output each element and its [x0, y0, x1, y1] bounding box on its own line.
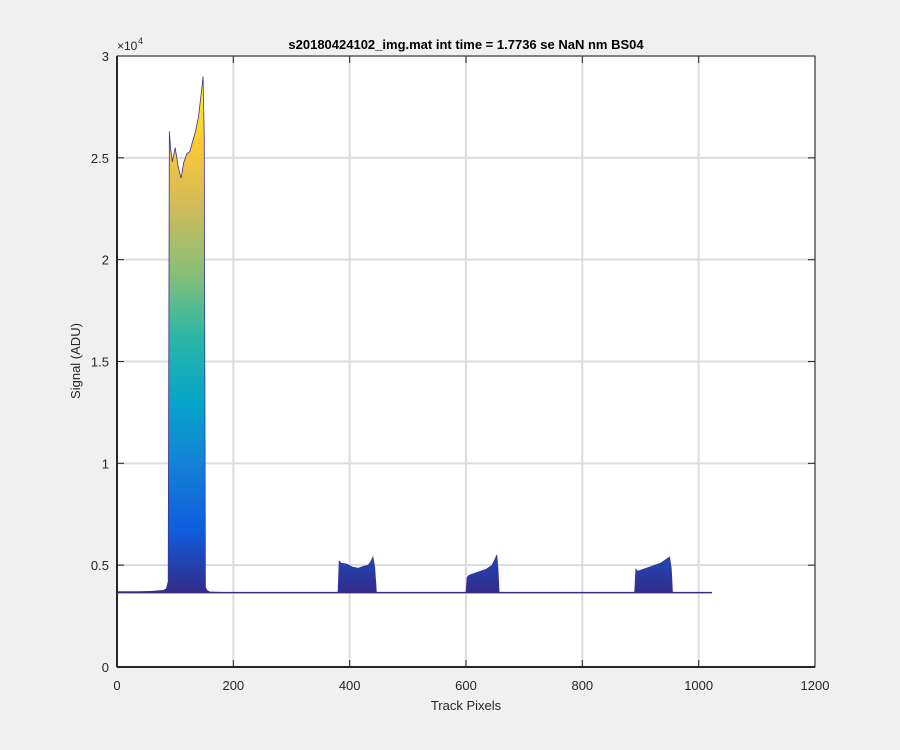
- y-tick-label-0: 0: [102, 660, 109, 675]
- y-exponent-base: ×10: [117, 39, 138, 53]
- y-tick-label-5: 2.5: [91, 151, 109, 166]
- y-ticks: 0 0.5 1 1.5 2 2.5 3: [91, 49, 815, 675]
- y-axis-label: Signal (ADU): [68, 323, 83, 399]
- y-tick-label-2: 1: [102, 456, 109, 471]
- x-tick-label-2: 400: [339, 678, 361, 693]
- x-tick-label-4: 800: [571, 678, 593, 693]
- y-tick-label-3: 1.5: [91, 355, 109, 370]
- y-tick-label-6: 3: [102, 49, 109, 64]
- data-layer: [117, 76, 713, 594]
- y-tick-label-4: 2: [102, 253, 109, 268]
- signal-line-0: [117, 76, 713, 594]
- y-tick-label-1: 0.5: [91, 558, 109, 573]
- x-tick-label-6: 1200: [801, 678, 830, 693]
- x-tick-label-3: 600: [455, 678, 477, 693]
- x-axis-label: Track Pixels: [431, 698, 502, 713]
- signal-area-0: [117, 76, 713, 593]
- chart-title: s20180424102_img.mat int time = 1.7736 s…: [288, 37, 644, 52]
- y-exponent-power: 4: [138, 36, 143, 46]
- x-tick-label-0: 0: [113, 678, 120, 693]
- x-tick-label-1: 200: [222, 678, 244, 693]
- x-ticks: 0 200 400 600 800 1000 1200: [113, 56, 829, 693]
- x-tick-label-5: 1000: [684, 678, 713, 693]
